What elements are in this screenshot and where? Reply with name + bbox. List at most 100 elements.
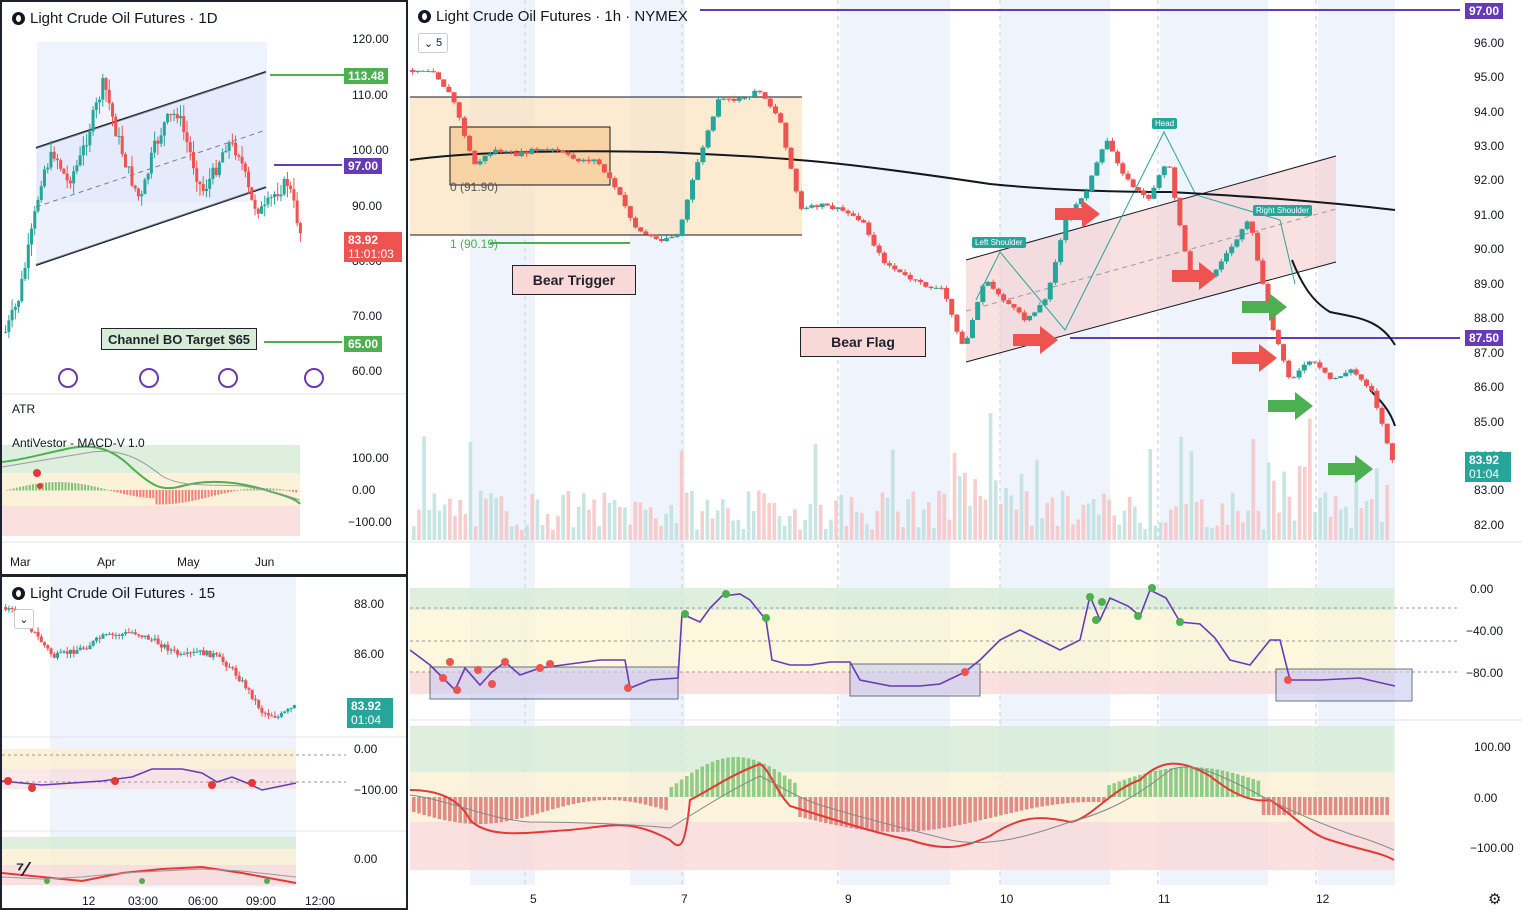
volume-bar [849, 497, 854, 540]
m15-time-12: 12 [82, 894, 96, 908]
volume-bar [751, 510, 756, 540]
daily-candle [179, 105, 183, 127]
daily-macd-bar [6, 490, 8, 491]
macd-bar [1163, 768, 1168, 797]
hourly-candle [1032, 311, 1038, 318]
macd-bar [762, 763, 766, 797]
macd-bar [1019, 797, 1024, 811]
daily-macd-bar [253, 488, 255, 491]
daily-candle [227, 140, 231, 159]
m15-candle [250, 689, 254, 701]
hourly-candle [591, 158, 597, 165]
macd-bar [999, 797, 1003, 816]
hourly-candle [633, 216, 639, 229]
volume-bar [509, 526, 514, 540]
settings-gear-button[interactable]: ⚙ [1488, 890, 1501, 908]
macd-bar [1158, 769, 1163, 797]
hourly-candle [1389, 442, 1395, 464]
macd-bar [669, 787, 674, 797]
volume-bar [566, 491, 571, 540]
macd-bar [721, 758, 725, 797]
daily-candle [201, 176, 205, 196]
hourly-candle [835, 207, 841, 213]
hourly-candle [1084, 188, 1090, 201]
hourly-chart-panel[interactable]: Light Crude Oil Futures · 1h · NYMEX ⌄ 5… [410, 0, 1522, 910]
volume-bar [1287, 496, 1292, 540]
m15-candle [33, 631, 37, 634]
macd-bar [504, 797, 509, 822]
daily-candle [172, 109, 176, 122]
macd-bar [690, 772, 694, 797]
volume-bar [865, 524, 869, 540]
volume-bar [710, 518, 715, 540]
daily-macd-bar [149, 490, 151, 499]
m15-candle [91, 640, 95, 648]
volume-bar [1241, 522, 1245, 540]
hourly-title-text: Light Crude Oil Futures · 1h · NYMEX [436, 8, 688, 25]
volume-bar [1189, 451, 1194, 540]
daily-candle [123, 152, 127, 168]
channel-target-note: Channel BO Target $65 [101, 328, 257, 350]
macd-bar [1050, 797, 1055, 805]
daily-macd-bar [93, 486, 96, 491]
volume-bar [1174, 506, 1178, 540]
volume-bar [643, 509, 648, 540]
daily-candle [230, 133, 234, 147]
daily-macd-bar [223, 490, 226, 494]
volume-bar [535, 499, 540, 540]
macd-bar [540, 797, 545, 813]
daily-candle [224, 144, 228, 153]
volume-bar [993, 480, 998, 540]
macd-bar [1081, 797, 1086, 803]
daily-axis-70: 70.00 [352, 309, 383, 323]
daily-candle [91, 106, 95, 136]
daily-candle [256, 207, 260, 219]
daily-macd-bar [227, 490, 229, 493]
macd-bar [803, 797, 807, 819]
daily-candle [68, 176, 72, 189]
volume-bar [545, 514, 550, 540]
hourly-collapse-button[interactable]: ⌄ 5 [418, 33, 448, 53]
macd-bar [865, 797, 869, 831]
m15-chart-panel[interactable]: Light Crude Oil Futures · 15 ⌄ 88.00 86.… [0, 575, 408, 910]
daily-chart-panel[interactable]: Light Crude Oil Futures · 1D 120.00 110.… [0, 0, 408, 576]
macd-axis-0: 0.00 [1474, 791, 1498, 805]
hourly-candle [493, 146, 499, 155]
hourly-candle [1379, 405, 1385, 427]
volume-bar [860, 512, 864, 540]
left-shoulder-label: Left Shoulder [972, 237, 1026, 248]
m15-candle [266, 709, 270, 719]
macd-bar [1272, 797, 1276, 815]
macd-bar [494, 797, 498, 823]
macd-bar [1184, 767, 1189, 797]
macd-bar [927, 797, 931, 831]
macd-bar [1313, 797, 1317, 815]
day-11: 11 [1158, 892, 1171, 906]
daily-macd-bar [22, 486, 25, 491]
daily-macd-bar [285, 490, 288, 491]
hourly-candle [767, 95, 773, 109]
hourly-logo-icon [418, 10, 431, 23]
red-arrows [1013, 200, 1277, 372]
m15-candle [292, 704, 296, 709]
daily-macd-bar [54, 482, 57, 491]
tradingview-logo[interactable]: ⁷⁄ [16, 859, 28, 882]
volume-bar [1153, 525, 1158, 540]
macd-bar [736, 757, 741, 797]
volume-bar [540, 525, 545, 540]
hourly-candle [809, 203, 815, 209]
daily-candle [169, 113, 173, 122]
hourly-candle [664, 235, 670, 242]
macd-bar [1143, 773, 1147, 797]
macd-bar [1153, 770, 1158, 797]
volume-bar [999, 504, 1003, 540]
m15-collapse-button[interactable]: ⌄ [14, 609, 34, 629]
macd-bar [1246, 777, 1250, 797]
macd-bar [798, 797, 802, 817]
hourly-candle [679, 218, 685, 237]
volume-bar [1364, 501, 1369, 540]
hourly-candle [902, 269, 908, 277]
macd-bar [1302, 797, 1307, 815]
daily-macd-100: 100.00 [352, 451, 389, 465]
macd-bar [453, 797, 457, 823]
